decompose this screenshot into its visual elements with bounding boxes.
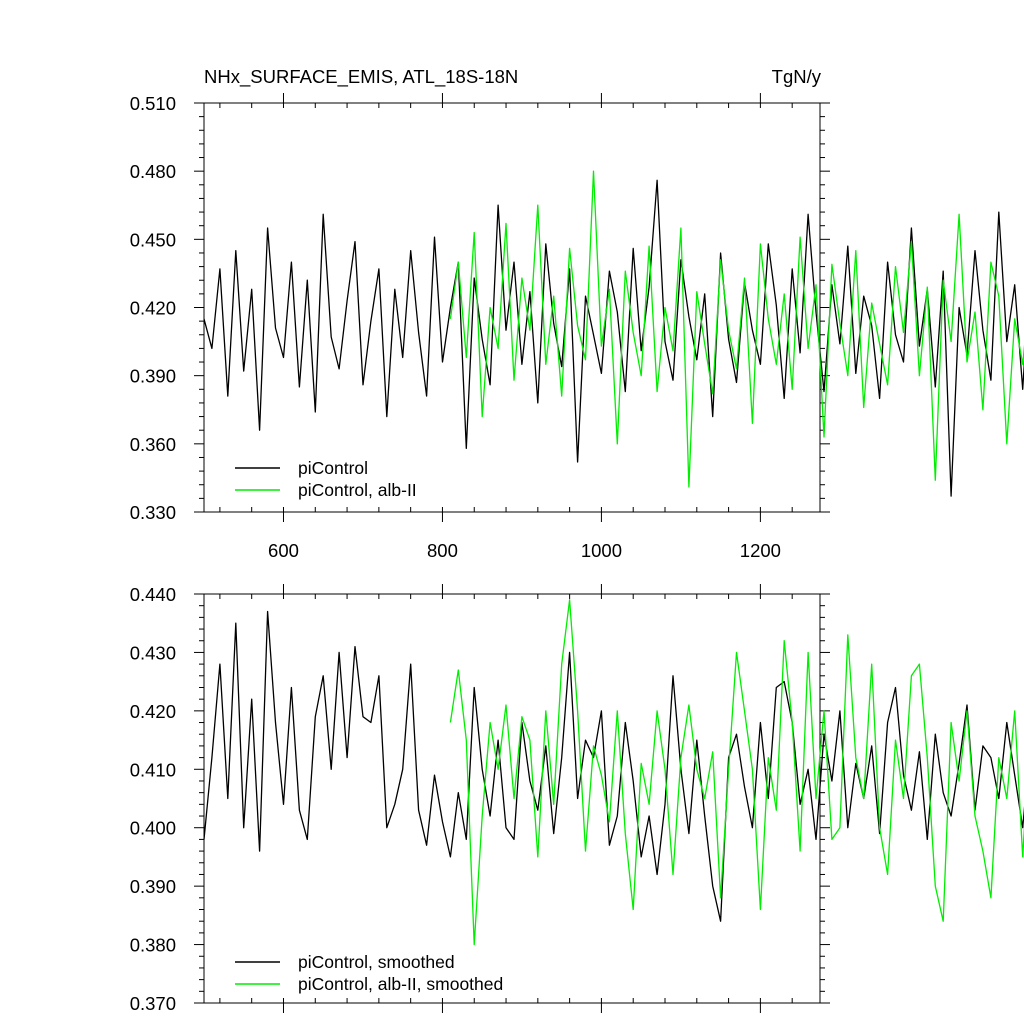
- units-label: TgN/y: [772, 66, 822, 87]
- top-plot-frame: [203, 102, 821, 513]
- y-tick-label: 0.390: [130, 366, 176, 387]
- bottom-panel: 0.370 0.380 0.390 0.400 0.410 0.420 0.430 0.440…: [130, 584, 1024, 1014]
- bottom-series: [203, 599, 1024, 946]
- legend-label-alb-ii-smoothed: piControl, alb-II, smoothed: [298, 974, 503, 994]
- top-legend: piControl piControl, alb-II: [235, 458, 417, 500]
- series-line-picontrol-smoothed: [203, 610, 1024, 922]
- y-tick-label: 0.380: [130, 935, 176, 956]
- y-tick-label: 0.480: [130, 161, 176, 182]
- x-tick-label: 1000: [581, 540, 622, 561]
- y-tick-label: 0.360: [130, 434, 176, 455]
- y-tick-label: 0.410: [130, 759, 176, 780]
- top-series: [203, 170, 1024, 497]
- y-tick-label: 0.390: [130, 876, 176, 897]
- y-tick-label: 0.400: [130, 818, 176, 839]
- legend-label-smoothed: piControl, smoothed: [298, 952, 455, 972]
- y-tick-label: 0.450: [130, 229, 176, 250]
- y-tick-label: 0.370: [130, 993, 176, 1014]
- x-tick-label: 600: [268, 540, 299, 561]
- series-line-alb-ii: [449, 170, 1024, 488]
- bottom-axes: 0.370 0.380 0.390 0.400 0.410 0.420 0.430 0.440: [130, 584, 830, 1014]
- bottom-plot-frame: [203, 593, 821, 1004]
- series-line-alb-ii-smoothed: [449, 599, 1024, 946]
- top-axes: 600 800 1000 1200 0.330 0.360 0.390 0.420 0.450 0…: [130, 93, 830, 561]
- legend-label-picontrol: piControl: [298, 458, 368, 478]
- y-tick-label: 0.430: [130, 642, 176, 663]
- legend-label-alb-ii: piControl, alb-II: [298, 480, 417, 500]
- series-line-picontrol: [203, 179, 1024, 497]
- y-tick-label: 0.510: [130, 93, 176, 114]
- y-tick-label: 0.420: [130, 701, 176, 722]
- y-tick-label: 0.330: [130, 502, 176, 523]
- bottom-legend: piControl, smoothed piControl, alb-II, s…: [235, 952, 503, 994]
- panel-title: NHx_SURFACE_EMIS, ATL_18S-18N: [204, 66, 518, 88]
- y-tick-label: 0.420: [130, 298, 176, 319]
- x-tick-label: 800: [427, 540, 458, 561]
- x-tick-label: 1200: [740, 540, 781, 561]
- top-panel: NHx_SURFACE_EMIS, ATL_18S-18N TgN/y 600 8…: [130, 66, 1024, 561]
- y-tick-label: 0.440: [130, 584, 176, 605]
